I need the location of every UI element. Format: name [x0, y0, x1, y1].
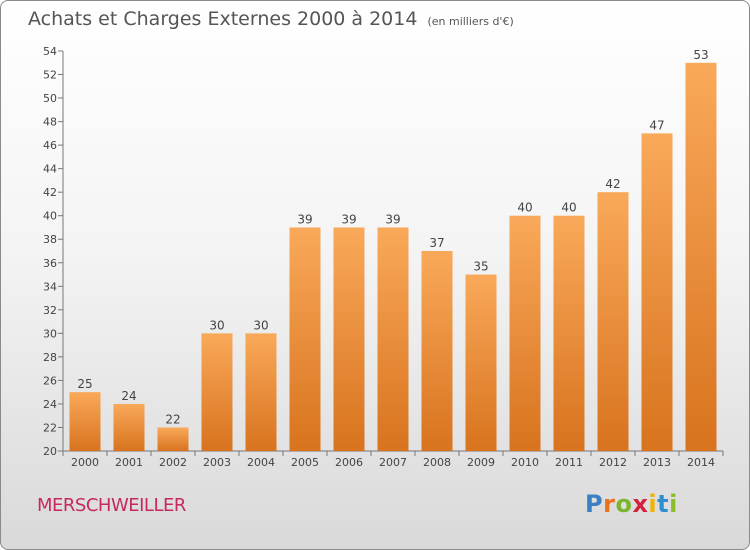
bar: [597, 192, 629, 452]
y-tick-label: 44: [43, 163, 57, 176]
y-tick-label: 42: [43, 186, 57, 199]
logo-letter: t: [657, 490, 670, 518]
logo-letter: o: [615, 490, 633, 518]
y-tick-label: 30: [43, 327, 57, 340]
bar: [157, 427, 189, 451]
x-tick-label: 2006: [335, 456, 363, 469]
y-tick-label: 32: [43, 304, 57, 317]
data-label: 53: [693, 48, 708, 62]
logo-letter: i: [648, 490, 658, 518]
logo-letter: i: [669, 490, 678, 518]
bar: [421, 251, 453, 451]
y-tick-label: 46: [43, 139, 57, 152]
bar: [509, 215, 541, 451]
x-tick-label: 2007: [379, 456, 407, 469]
bar: [685, 62, 717, 451]
bar: [641, 133, 673, 451]
bar: [553, 215, 585, 451]
y-tick-label: 22: [43, 421, 57, 434]
x-tick-label: 2014: [687, 456, 715, 469]
data-label: 25: [77, 377, 92, 391]
x-tick-label: 2008: [423, 456, 451, 469]
y-tick-label: 48: [43, 116, 57, 129]
bar: [333, 227, 365, 451]
bar: [289, 227, 321, 451]
bar: [69, 392, 101, 451]
x-tick-label: 2002: [159, 456, 187, 469]
x-tick-label: 2003: [203, 456, 231, 469]
y-tick-label: 28: [43, 351, 57, 364]
city-name: MERSCHWEILLER: [37, 495, 186, 516]
x-tick-label: 2000: [71, 456, 99, 469]
y-tick-label: 52: [43, 69, 57, 82]
logo-letter: x: [632, 490, 649, 518]
chart-title-block: Achats et Charges Externes 2000 à 2014 (e…: [28, 8, 514, 30]
y-tick-label: 34: [43, 280, 57, 293]
chart-unit: (en milliers d'€): [427, 15, 514, 28]
x-tick-label: 2011: [555, 456, 583, 469]
data-label: 39: [297, 212, 312, 226]
chart-title: Achats et Charges Externes 2000 à 2014: [28, 8, 418, 30]
data-label: 47: [649, 118, 664, 132]
bar: [113, 403, 145, 451]
y-tick-label: 54: [43, 45, 57, 58]
x-tick-label: 2004: [247, 456, 275, 469]
bar: [465, 274, 497, 451]
data-label: 39: [385, 212, 400, 226]
y-tick-label: 26: [43, 374, 57, 387]
data-label: 37: [429, 236, 444, 250]
bar: [377, 227, 409, 451]
data-label: 40: [517, 201, 532, 215]
y-tick-label: 50: [43, 92, 57, 105]
data-label: 39: [341, 212, 356, 226]
x-tick-label: 2009: [467, 456, 495, 469]
x-tick-label: 2001: [115, 456, 143, 469]
y-tick-label: 38: [43, 233, 57, 246]
x-tick-label: 2012: [599, 456, 627, 469]
proxiti-logo[interactable]: Proxiti: [585, 490, 678, 518]
data-label: 24: [121, 389, 136, 403]
data-label: 42: [605, 177, 620, 191]
logo-letter: r: [603, 490, 616, 518]
y-tick-label: 40: [43, 210, 57, 223]
data-label: 35: [473, 260, 488, 274]
logo-letter: P: [585, 490, 604, 518]
bar: [201, 333, 233, 451]
data-label: 22: [165, 412, 180, 426]
y-tick-label: 20: [43, 445, 57, 458]
y-tick-label: 36: [43, 257, 57, 270]
x-tick-label: 2010: [511, 456, 539, 469]
x-tick-label: 2013: [643, 456, 671, 469]
x-tick-label: 2005: [291, 456, 319, 469]
data-label: 40: [561, 201, 576, 215]
data-label: 30: [253, 318, 268, 332]
bar: [245, 333, 277, 451]
y-tick-label: 24: [43, 398, 57, 411]
data-label: 30: [209, 318, 224, 332]
